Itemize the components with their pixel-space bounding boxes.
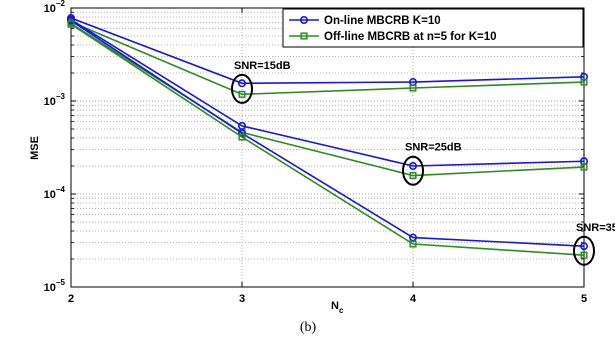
data-point-square [67,20,75,28]
y-tick-label-exponent: −3 [56,92,66,101]
series-line [70,17,585,85]
y-tick-label-base: 10 [44,282,56,294]
grid [71,8,584,287]
data-point-circle [579,72,588,81]
x-axis-label-sub: c [339,306,344,315]
data-point-circle [238,79,247,88]
y-tick-label-exponent: −4 [56,185,66,194]
y-tick-label: 10−4 [44,185,66,201]
y-tick-label-base: 10 [44,96,56,108]
series-line [70,20,585,247]
data-point-square [238,133,246,141]
x-axis-label-main: N [331,300,339,312]
annotation-label: SNR=15dB [234,60,291,72]
y-tick-label-exponent: −2 [56,0,66,8]
annotation-label: SNR=35dB [576,222,615,234]
x-tick-label: 4 [410,293,417,305]
legend: On-line MBCRB K=10 Off-line MBCRB at n=5 … [282,8,584,48]
data-point-square [580,78,588,86]
legend-swatch-square [300,32,308,40]
series-line [70,23,585,256]
data-point-circle [579,242,588,251]
x-tick-label: 2 [68,293,74,305]
plot-frame [70,7,585,288]
legend-label: Off-line MBCRB at n=5 for K=10 [324,31,497,43]
annotation-ellipse [402,155,424,186]
data-point-square [409,240,417,248]
x-axis-label: Nc [331,300,344,315]
data-point-circle [408,162,417,171]
annotation-label: SNR=25dB [405,142,462,154]
y-tick-label-exponent: −5 [56,278,66,287]
y-tick-label-base: 10 [44,189,56,201]
legend-label: On-line MBCRB K=10 [324,15,441,27]
legend-box [282,8,584,48]
data-point-square [580,163,588,171]
y-tick-label-base: 10 [44,3,56,15]
figure-caption: (b) [300,320,317,335]
legend-swatch-circle [299,15,308,24]
y-axis-label: MSE [29,136,41,160]
series-line [70,22,585,177]
data-point-square [409,171,417,180]
x-tick-label: 3 [239,293,245,305]
y-tick-label: 10−3 [44,92,66,108]
data-point-square [580,251,588,259]
y-tick-label: 10−5 [44,278,66,294]
series-line [70,21,585,96]
data-point-square [238,90,246,98]
x-tick-label: 5 [581,293,587,305]
annotation-ellipse [231,73,253,104]
series [67,14,588,259]
annotation-ellipse [573,235,595,266]
series-line [70,18,585,167]
data-point-square [409,84,417,92]
annotations: SNR=15dB SNR=25dB SNR=35dB [231,60,615,266]
y-tick-label: 10−2 [44,0,66,15]
